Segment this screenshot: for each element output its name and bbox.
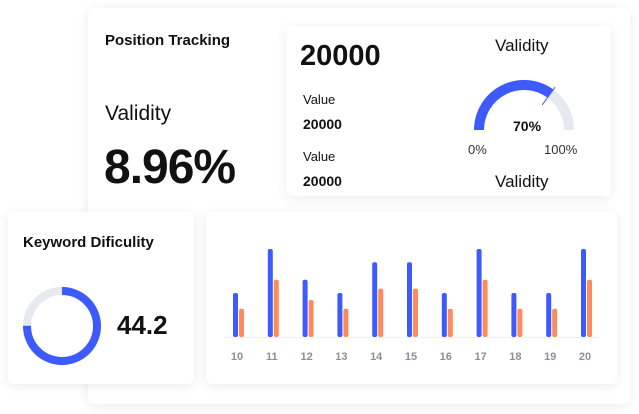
x-tick-label: 20 [579,351,591,363]
x-tick-label: 13 [335,351,347,363]
x-tick-label: 14 [370,351,383,363]
keyword-difficulty-value: 44.2 [117,310,168,340]
bar-secondary-11 [273,279,279,337]
bar-secondary-12 [308,300,314,337]
x-tick-label: 15 [405,351,417,363]
bar-primary-19 [546,293,552,337]
bar-secondary-19 [552,308,558,337]
value-label-2: Value [303,149,336,164]
bar-primary-12 [302,279,308,337]
gauge-title: Validity [495,36,549,55]
bar-primary-11 [267,249,273,337]
bar-secondary-20 [587,279,592,337]
bar-secondary-14 [378,288,384,337]
validity-value: 8.96% [104,141,236,194]
x-tick-label: 18 [509,351,521,363]
gauge-needle [541,86,556,106]
gauge-fill [474,80,554,131]
ring-fill [23,287,101,365]
value-label-1: Value [303,92,336,107]
x-tick-label: 12 [300,351,312,363]
x-tick-label: 16 [440,351,452,363]
bar-primary-18 [511,293,517,337]
keyword-difficulty-title: Keyword Dificulity [23,234,154,251]
gauge-min-label: 0% [468,142,487,157]
x-tick-label: 19 [544,351,556,363]
bar-secondary-17 [482,279,488,337]
x-tick-label: 11 [266,351,278,363]
validity-label: Validity [105,102,172,125]
bar-secondary-13 [343,308,349,337]
bar-primary-16 [441,293,447,337]
keyword-difficulty-ring [23,287,101,365]
bar-primary-15 [407,262,412,337]
big-value: 20000 [300,40,381,72]
bar-chart: 10 11 12 13 14 15 16 17 18 19 20 [224,249,599,363]
bar-primary-10 [233,293,238,337]
bar-secondary-15 [413,288,418,337]
bar-secondary-10 [239,308,244,337]
validity-card [286,26,611,196]
bar-primary-14 [372,262,378,337]
validity-gauge [474,80,574,131]
bar-secondary-18 [517,308,523,337]
bar-primary-13 [337,293,343,337]
value-amount-2: 20000 [303,173,342,189]
x-tick-label: 10 [231,351,243,363]
gauge-bottom-label: Validity [495,172,549,191]
bar-secondary-16 [447,308,453,337]
x-tick-label: 17 [474,351,486,363]
position-tracking-title: Position Tracking [105,32,231,49]
bar-primary-17 [476,249,482,337]
bar-primary-20 [581,249,586,337]
gauge-max-label: 100% [544,142,578,157]
gauge-percent: 70% [513,118,542,134]
value-amount-1: 20000 [303,116,342,132]
